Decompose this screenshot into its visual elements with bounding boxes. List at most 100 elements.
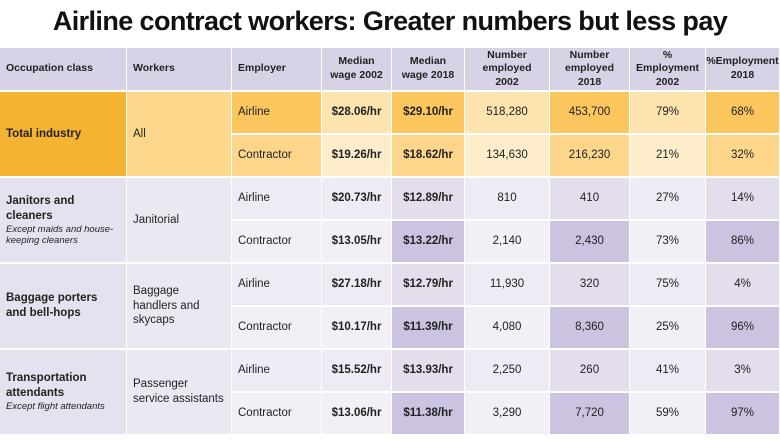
cell-text: Transportation attendants [6, 372, 87, 400]
cell-text: $29.10/hr [403, 106, 453, 119]
data-cell: 7,720 [550, 393, 630, 436]
cell-text: $13.93/hr [403, 364, 453, 377]
cell-text: 68% [730, 106, 755, 119]
data-cell: 21% [630, 135, 706, 178]
cell-text: Median wage 2002 [330, 55, 383, 81]
data-cell: Airline [232, 350, 322, 393]
cell-text: $27.18/hr [331, 278, 382, 291]
cell-text: 73% [655, 235, 680, 248]
data-cell: 32% [706, 135, 780, 178]
cell-text: Janitorial [133, 213, 180, 226]
cell-text: Number employed 2002 [482, 48, 532, 88]
cell-text: 4,080 [492, 321, 522, 334]
cell-text: Employer [238, 62, 286, 75]
cell-text: %Employment 2018 [706, 55, 779, 81]
cell-text: Contractor [238, 149, 292, 162]
cell-text: 2,250 [492, 364, 522, 377]
data-cell: Contractor [232, 221, 322, 264]
cell-text: 96% [730, 321, 755, 334]
cell-text: 14% [730, 192, 755, 205]
cell-text: Number employed 2018 [564, 48, 614, 88]
data-cell: $13.05/hr [322, 221, 392, 264]
cell-text: 21% [655, 149, 680, 162]
cell-text: Airline [238, 278, 270, 291]
header-cell: Number employed 2002 [465, 48, 550, 92]
cell-text: 79% [655, 106, 680, 119]
cell-text: $10.17/hr [331, 321, 382, 334]
data-cell: $12.79/hr [392, 264, 465, 307]
data-cell: 59% [630, 393, 706, 436]
data-cell: 11,930 [465, 264, 550, 307]
cell-text: $13.22/hr [403, 235, 453, 248]
data-cell: 2,140 [465, 221, 550, 264]
data-cell: 320 [550, 264, 630, 307]
cell-text: Total industry [6, 127, 82, 140]
cell-text: Baggage porters and bell-hops [6, 292, 98, 319]
cell-text: Airline [238, 192, 270, 205]
data-cell: $13.93/hr [392, 350, 465, 393]
cell-text: 810 [497, 192, 517, 205]
cell-text: 59% [655, 407, 680, 420]
cell-text: Contractor [238, 321, 292, 334]
data-cell: 216,230 [550, 135, 630, 178]
cell-text: 518,280 [486, 106, 528, 119]
workers-cell: Passenger service assistants [127, 350, 232, 436]
cell-text: 8,360 [575, 321, 604, 334]
cell-text: Passenger service assistants [133, 378, 224, 405]
cell-text: 27% [655, 192, 680, 205]
data-cell: 73% [630, 221, 706, 264]
data-cell: $13.22/hr [392, 221, 465, 264]
data-cell: 25% [630, 307, 706, 350]
cell-text: $12.79/hr [403, 278, 453, 291]
cell-text: Janitors and cleaners [6, 194, 75, 222]
data-cell: $20.73/hr [322, 178, 392, 221]
cell-text: 410 [579, 192, 600, 205]
cell-text: 3% [734, 364, 751, 377]
cell-text: 134,630 [486, 149, 528, 162]
data-cell: $12.89/hr [392, 178, 465, 221]
data-cell: Contractor [232, 393, 322, 436]
cell-text: 260 [579, 364, 600, 377]
data-cell: 96% [706, 307, 780, 350]
data-cell: Contractor [232, 135, 322, 178]
header-cell: Employer [232, 48, 322, 92]
data-cell: 68% [706, 92, 780, 135]
occupation-cell: Transportation attendants Except flight a… [0, 350, 127, 436]
data-cell: 518,280 [465, 92, 550, 135]
cell-text: % Employment 2002 [636, 48, 700, 88]
data-cell: Contractor [232, 307, 322, 350]
cell-text: Occupation class [6, 62, 93, 75]
data-cell: $10.17/hr [322, 307, 392, 350]
title: Airline contract workers: Greater number… [52, 6, 728, 36]
data-cell: $15.52/hr [322, 350, 392, 393]
cell-text: $11.38/hr [403, 407, 453, 420]
cell-text: 2,140 [492, 235, 522, 248]
data-cell: 260 [550, 350, 630, 393]
cell-text: Workers [133, 62, 175, 75]
header-cell: Median wage 2018 [392, 48, 465, 92]
cell-text: $19.26/hr [331, 149, 382, 162]
data-cell: 453,700 [550, 92, 630, 135]
cell-text: $15.52/hr [331, 364, 382, 377]
data-cell: $28.06/hr [322, 92, 392, 135]
cell-text: $12.89/hr [403, 192, 453, 205]
data-cell: 3% [706, 350, 780, 393]
header-cell: Occupation class [0, 48, 127, 92]
cell-text: Contractor [238, 407, 292, 420]
cell-text: 32% [730, 149, 755, 162]
cell-text: Airline [238, 364, 270, 377]
cell-text: $28.06/hr [331, 106, 382, 119]
data-cell: 410 [550, 178, 630, 221]
data-cell: $11.38/hr [392, 393, 465, 436]
cell-text: $18.62/hr [403, 149, 453, 162]
data-cell: $29.10/hr [392, 92, 465, 135]
cell-text: 86% [730, 235, 755, 248]
cell-text: 75% [655, 278, 680, 291]
header-cell: Workers [127, 48, 232, 92]
data-cell: $27.18/hr [322, 264, 392, 307]
header-cell: Median wage 2002 [322, 48, 392, 92]
data-cell: 79% [630, 92, 706, 135]
data-cell: 3,290 [465, 393, 550, 436]
cell-text: $13.05/hr [331, 235, 382, 248]
